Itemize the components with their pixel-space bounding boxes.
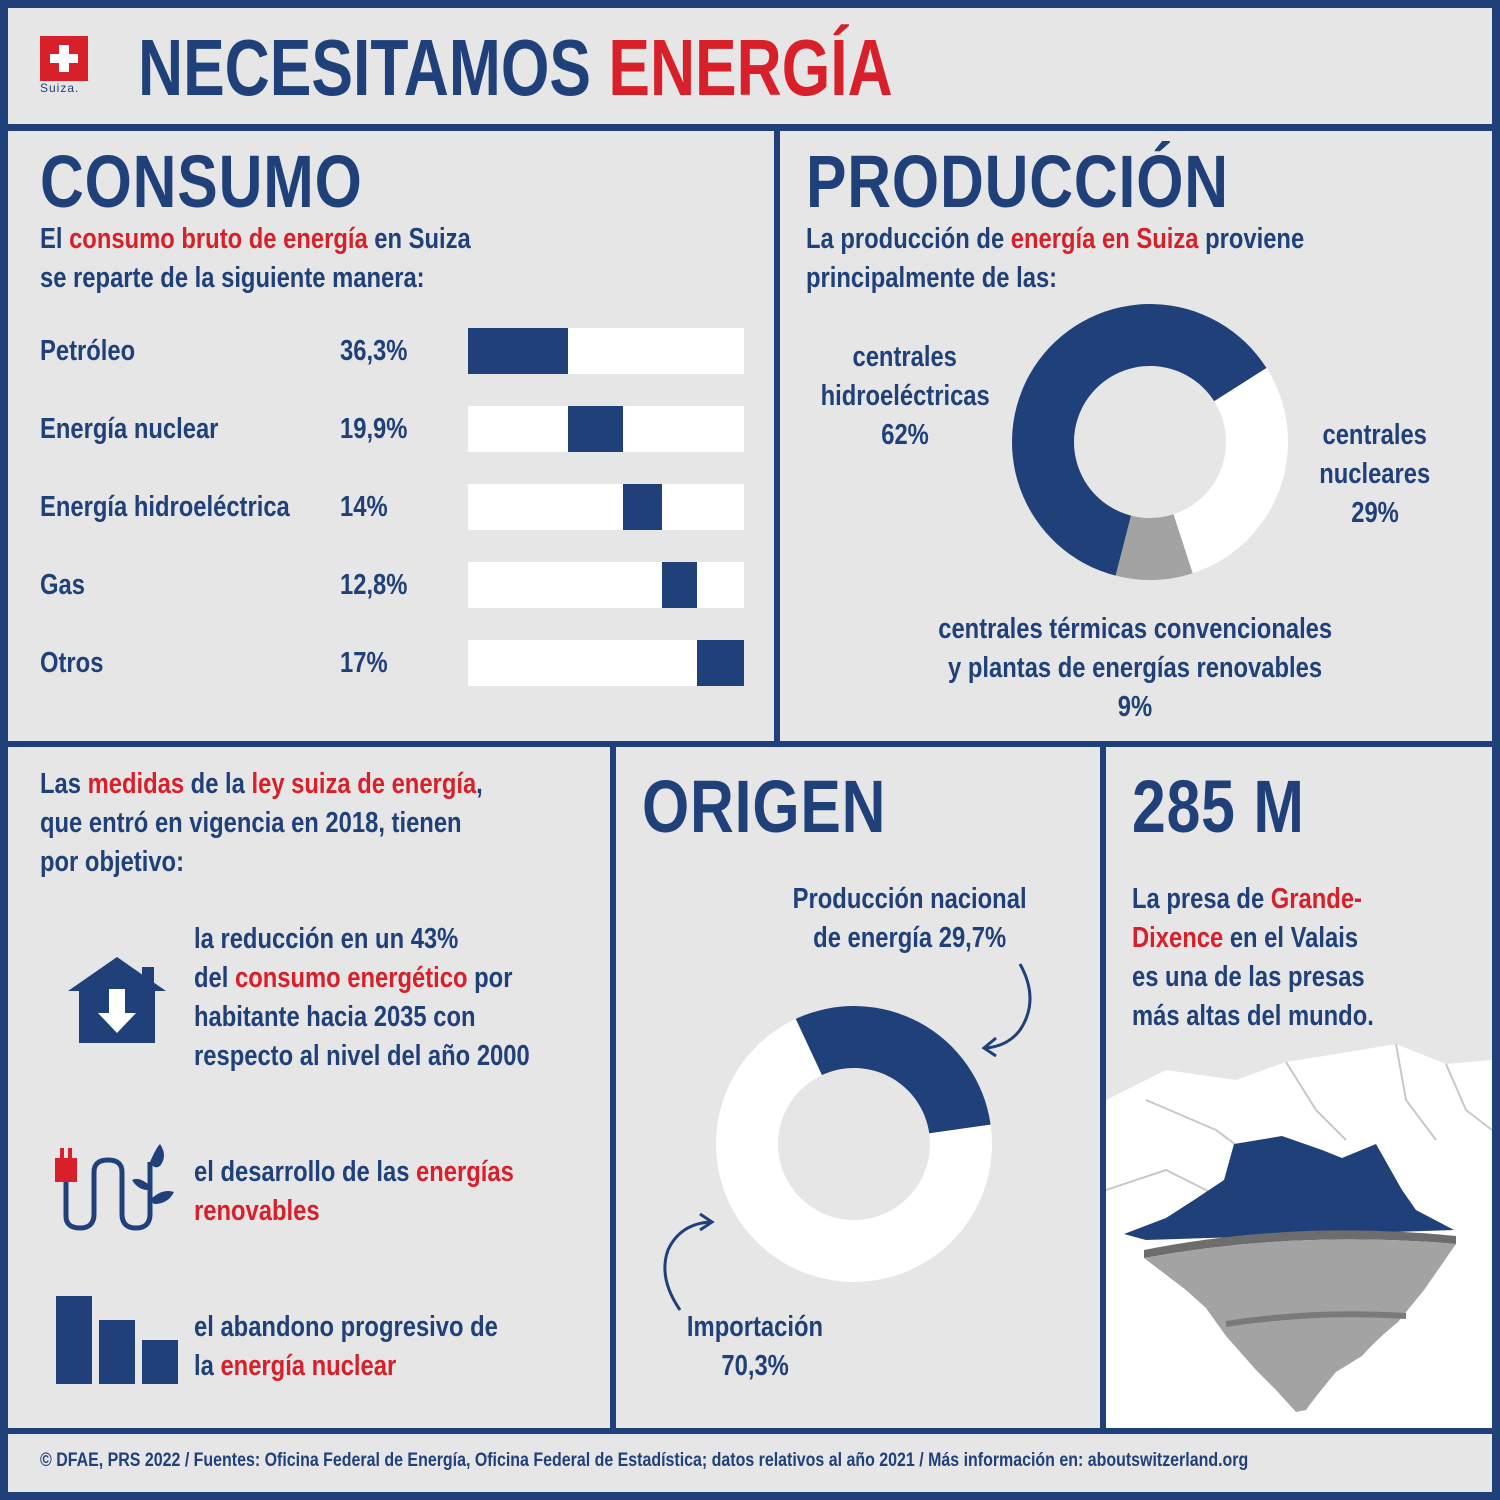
origen-donut-slice-1: [795, 1006, 991, 1134]
produccion-intro: La producción de energía en Suiza provie…: [806, 223, 1305, 294]
consumo-heading: CONSUMO: [40, 140, 363, 223]
title-part1: NECESITAMOS: [138, 23, 609, 112]
bar-category-label: Otros: [40, 647, 104, 679]
dam-text: La presa de Grande- Dixence en el Valais…: [1132, 883, 1374, 1032]
bar-segment: [568, 406, 624, 452]
bar-value-label: 14%: [340, 491, 388, 523]
divider-vertical-top: [774, 124, 780, 744]
origen-heading: ORIGEN: [642, 765, 887, 848]
divider-middle: [0, 741, 1500, 747]
ley-intro: Las medidas de la ley suiza de energía, …: [40, 768, 483, 878]
produccion-donut-chart: [1012, 304, 1288, 580]
divider-header: [0, 124, 1500, 131]
bar-segment: [623, 484, 662, 530]
title-part2: ENERGÍA: [608, 23, 893, 112]
frame-right: [1492, 0, 1500, 1500]
bar-category-label: Gas: [40, 569, 85, 601]
arrow-import-icon: [663, 1212, 715, 1311]
bar-segment: [661, 562, 698, 608]
bar-track: [468, 484, 744, 530]
goal-1: la reducción en un 43% del consumo energ…: [194, 923, 530, 1072]
label-import: Importación 70,3%: [686, 1311, 824, 1382]
bar-track: [468, 562, 744, 608]
swiss-logo: Suiza.: [40, 36, 90, 96]
goal-2: el desarrollo de las energías renovables: [194, 1156, 514, 1227]
page-title: NECESITAMOS ENERGÍA: [138, 28, 1106, 108]
swiss-flag-icon: [40, 36, 88, 81]
consumo-intro: El consumo bruto de energía en Suiza se …: [40, 223, 471, 294]
produccion-donut-slice-1: [1012, 304, 1267, 576]
origen-donut-slice-2: [716, 1018, 992, 1282]
bar-value-label: 36,3%: [340, 335, 408, 367]
produccion-donut-slice-3: [1115, 514, 1193, 580]
label-nuclear: centrales nucleares 29%: [1319, 419, 1431, 529]
bar-value-label: 12,8%: [340, 569, 408, 601]
produccion-heading: PRODUCCIÓN: [806, 140, 1229, 223]
label-thermal: centrales térmicas convencionales y plan…: [938, 613, 1332, 723]
house-down-arrow-icon: [68, 957, 166, 1043]
divider-footer: [0, 1428, 1500, 1434]
label-hydro: centrales hidroeléctricas 62%: [820, 341, 990, 451]
decreasing-bars-icon: [56, 1296, 178, 1384]
frame-top: [0, 0, 1500, 8]
bar-segment: [697, 640, 744, 686]
origen-donut-chart: [716, 1006, 992, 1282]
arrow-national-icon: [981, 963, 1032, 1058]
logo-caption: Suiza.: [40, 81, 80, 95]
footer-credits: © DFAE, PRS 2022 / Fuentes: Oficina Fede…: [40, 1450, 1249, 1471]
goal-3: el abandono progresivo de la energía nuc…: [194, 1311, 498, 1382]
divider-vertical-bottom-1: [610, 741, 616, 1431]
bar-value-label: 19,9%: [340, 413, 408, 445]
dam-mountain-illustration: [1106, 1043, 1492, 1428]
bar-segment: [468, 328, 569, 374]
frame-bottom: [0, 1492, 1500, 1500]
frame-left: [0, 0, 8, 1500]
label-national: Producción nacional de energía 29,7%: [793, 883, 1027, 954]
dam-heading: 285 M: [1132, 765, 1305, 848]
produccion-donut-slice-2: [1173, 368, 1288, 574]
bar-value-label: 17%: [340, 647, 388, 679]
divider-vertical-bottom-2: [1100, 741, 1106, 1431]
bar-category-label: Petróleo: [40, 335, 136, 367]
bar-category-label: Energía hidroeléctrica: [40, 491, 290, 523]
plug-plant-icon: [55, 1144, 174, 1231]
bar-category-label: Energía nuclear: [40, 413, 219, 445]
